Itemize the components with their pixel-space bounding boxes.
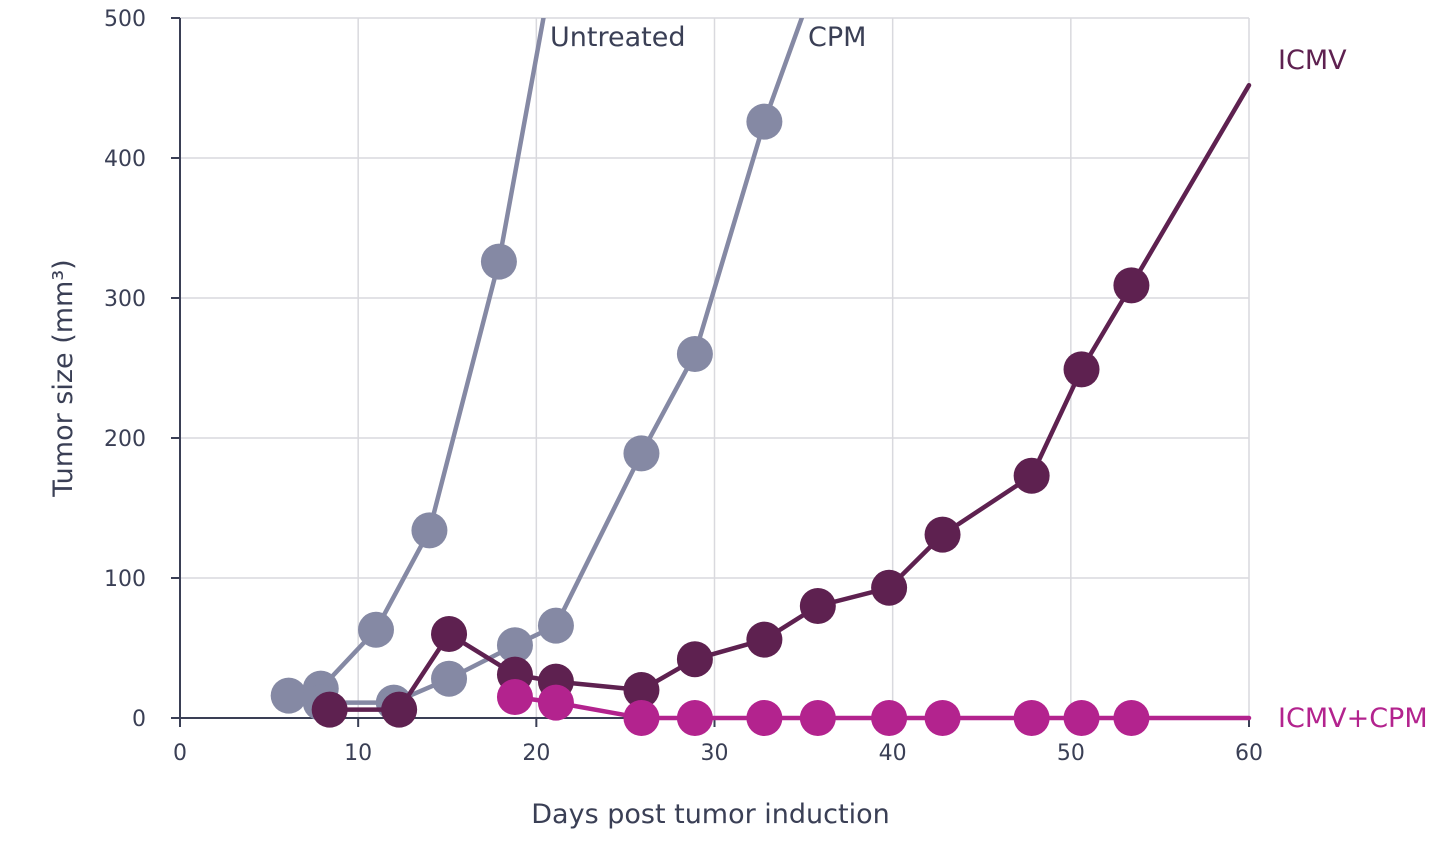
data-point-cpm <box>537 607 574 644</box>
data-point-icmv-cpm <box>1113 700 1150 736</box>
data-point-icmv <box>623 672 660 708</box>
data-point-icmv <box>1113 267 1150 304</box>
series-labels: Untreated CPM ICMV ICMV+CPM <box>550 22 1428 734</box>
data-point-icmv-cpm <box>676 700 713 736</box>
data-point-cpm <box>623 435 660 472</box>
x-tick-label: 0 <box>173 741 187 766</box>
x-tick-label: 30 <box>701 741 729 766</box>
data-point-icmv <box>311 691 348 728</box>
data-point-untreated <box>480 243 517 280</box>
data-point-icmv-cpm <box>1013 700 1050 736</box>
series-label-untreated: Untreated <box>550 22 685 53</box>
x-axis-title: Days post tumor induction <box>531 799 890 830</box>
data-point-icmv <box>1063 351 1100 388</box>
data-point-icmv <box>799 588 836 624</box>
data-point-icmv <box>746 621 783 658</box>
y-tick-label: 400 <box>104 147 146 172</box>
data-point-untreated <box>411 512 448 549</box>
series-line-icmv <box>327 82 1252 712</box>
data-point-untreated <box>357 611 394 648</box>
y-tick-label: 100 <box>104 567 146 592</box>
y-tick-label: 0 <box>132 707 146 732</box>
data-point-icmv-cpm <box>799 700 836 736</box>
series-label-icmv: ICMV <box>1278 45 1347 76</box>
x-tick-label: 10 <box>344 741 372 766</box>
data-point-cpm <box>676 336 713 372</box>
data-point-cpm <box>746 103 783 140</box>
data-series <box>270 18 1252 736</box>
data-point-icmv <box>381 691 418 728</box>
series-line-untreated <box>286 18 546 698</box>
x-tick-label: 20 <box>522 741 550 766</box>
series-icmv <box>311 82 1252 728</box>
data-point-icmv-cpm <box>496 679 533 715</box>
tick-labels: 0 10 20 30 40 50 60 0 100 200 300 400 500 <box>104 7 1263 766</box>
y-axis-title: Tumor size (mm³) <box>48 259 79 497</box>
y-tick-label: 200 <box>104 427 146 452</box>
series-icmv-cpm <box>496 679 1252 736</box>
data-point-icmv-cpm <box>924 700 961 736</box>
data-point-untreated <box>270 677 307 714</box>
data-point-icmv-cpm <box>623 700 660 736</box>
data-point-icmv <box>431 616 468 652</box>
series-label-icmv-cpm: ICMV+CPM <box>1278 703 1428 734</box>
y-tick-label: 500 <box>104 7 146 32</box>
data-point-icmv-cpm <box>1063 700 1100 736</box>
x-tick-label: 60 <box>1235 741 1263 766</box>
series-label-cpm: CPM <box>808 22 866 53</box>
data-point-icmv <box>1013 457 1050 494</box>
data-point-cpm <box>496 627 533 664</box>
x-tick-label: 50 <box>1057 741 1085 766</box>
data-point-icmv-cpm <box>537 684 574 721</box>
x-tick-label: 40 <box>879 741 907 766</box>
data-point-cpm <box>431 660 468 697</box>
data-point-icmv-cpm <box>746 700 783 736</box>
data-point-icmv <box>924 516 961 553</box>
y-tick-label: 300 <box>104 287 146 312</box>
data-point-icmv-cpm <box>871 700 908 736</box>
series-untreated <box>270 18 546 714</box>
data-point-icmv <box>676 641 713 678</box>
data-point-icmv <box>871 569 908 606</box>
